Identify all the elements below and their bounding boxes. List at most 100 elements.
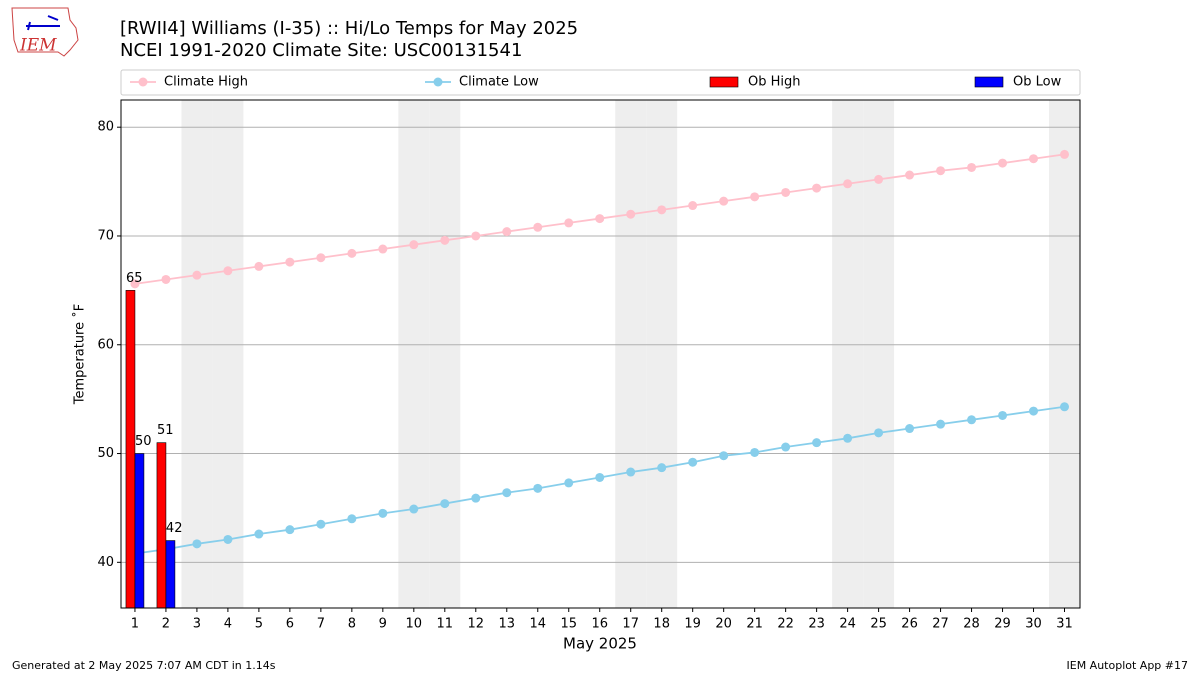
point [533, 483, 543, 493]
point [843, 179, 853, 189]
x-tick-label: 11 [437, 617, 454, 632]
point [254, 261, 264, 271]
weekend-shade [429, 100, 461, 608]
point [285, 257, 295, 267]
logo-outline [11, 7, 79, 57]
point [130, 279, 140, 289]
point [874, 428, 884, 438]
bar-label: 65 [126, 271, 143, 286]
bar [125, 290, 136, 609]
point [440, 235, 450, 245]
point [719, 196, 729, 206]
chart-title: [RWII4] Williams (I-35) :: Hi/Lo Temps f… [120, 18, 578, 39]
y-tick-label: 50 [97, 446, 114, 461]
weekend-shade [832, 100, 864, 608]
point [316, 253, 326, 263]
x-tick-label: 12 [468, 617, 485, 632]
point [223, 266, 233, 276]
x-tick-label: 7 [317, 617, 325, 632]
point [626, 209, 636, 219]
point [409, 240, 419, 250]
weekend-shade [1049, 100, 1080, 608]
x-tick-label: 27 [932, 617, 949, 632]
logo: IEM [11, 7, 79, 57]
point [564, 478, 574, 488]
x-tick-label: 20 [715, 617, 732, 632]
point [874, 174, 884, 184]
point [595, 472, 605, 482]
point [347, 248, 357, 258]
x-tick-label: 30 [1025, 617, 1042, 632]
y-tick-label: 40 [97, 555, 114, 570]
x-tick-label: 28 [963, 617, 980, 632]
x-tick-label: 10 [406, 617, 423, 632]
point [998, 410, 1008, 420]
point [409, 504, 419, 514]
point [223, 534, 233, 544]
x-tick-label: 31 [1056, 617, 1073, 632]
bar [165, 540, 176, 609]
point [688, 201, 698, 211]
bar [134, 453, 145, 609]
point [595, 214, 605, 224]
x-tick-label: 24 [839, 617, 856, 632]
x-tick-label: 21 [746, 617, 763, 632]
point [502, 227, 512, 237]
x-tick-label: 29 [994, 617, 1011, 632]
point [502, 488, 512, 498]
point [161, 274, 171, 284]
x-tick-label: 26 [901, 617, 918, 632]
weekend-shade [615, 100, 647, 608]
x-axis-label: May 2025 [563, 635, 637, 653]
legend-marker [138, 77, 148, 87]
point [905, 170, 915, 180]
point [192, 270, 202, 280]
point [936, 166, 946, 176]
legend-swatch [974, 76, 1004, 88]
x-tick-label: 1 [131, 617, 139, 632]
point [936, 419, 946, 429]
point [812, 183, 822, 193]
x-tick-label: 17 [622, 617, 639, 632]
x-tick-label: 14 [529, 617, 546, 632]
weekend-shade [212, 100, 244, 608]
x-tick-label: 5 [255, 617, 263, 632]
weekend-shade [863, 100, 895, 608]
y-tick-label: 80 [97, 120, 114, 135]
x-tick-label: 16 [591, 617, 608, 632]
point [781, 442, 791, 452]
point [967, 415, 977, 425]
x-tick-label: 25 [870, 617, 887, 632]
x-tick-label: 6 [286, 617, 294, 632]
bar [156, 442, 167, 609]
x-tick-label: 4 [224, 617, 232, 632]
point [688, 457, 698, 467]
x-tick-label: 8 [348, 617, 356, 632]
logo-icon [26, 15, 60, 31]
legend-label: Ob High [748, 75, 801, 90]
point [657, 463, 667, 473]
legend-swatch [709, 76, 739, 88]
plot-frame [120, 99, 1081, 609]
y-axis-label: Temperature ˚F [72, 304, 88, 405]
x-tick-label: 18 [653, 617, 670, 632]
point [564, 218, 574, 228]
point [1029, 154, 1039, 164]
legend-label: Climate Low [459, 75, 539, 90]
chart-subtitle: NCEI 1991-2020 Climate Site: USC00131541 [120, 40, 522, 61]
x-tick-label: 9 [379, 617, 387, 632]
legend [120, 69, 1081, 96]
legend-marker [433, 77, 443, 87]
point [378, 244, 388, 254]
point [1060, 149, 1070, 159]
bar-label: 50 [135, 434, 152, 449]
footer-left: Generated at 2 May 2025 7:07 AM CDT in 1… [12, 659, 276, 672]
point [316, 519, 326, 529]
point [471, 231, 481, 241]
bar-label: 51 [157, 423, 174, 438]
legend-label: Ob Low [1013, 75, 1062, 90]
x-tick-label: 15 [560, 617, 577, 632]
weekend-shade [646, 100, 678, 608]
point [440, 499, 450, 509]
point [471, 493, 481, 503]
